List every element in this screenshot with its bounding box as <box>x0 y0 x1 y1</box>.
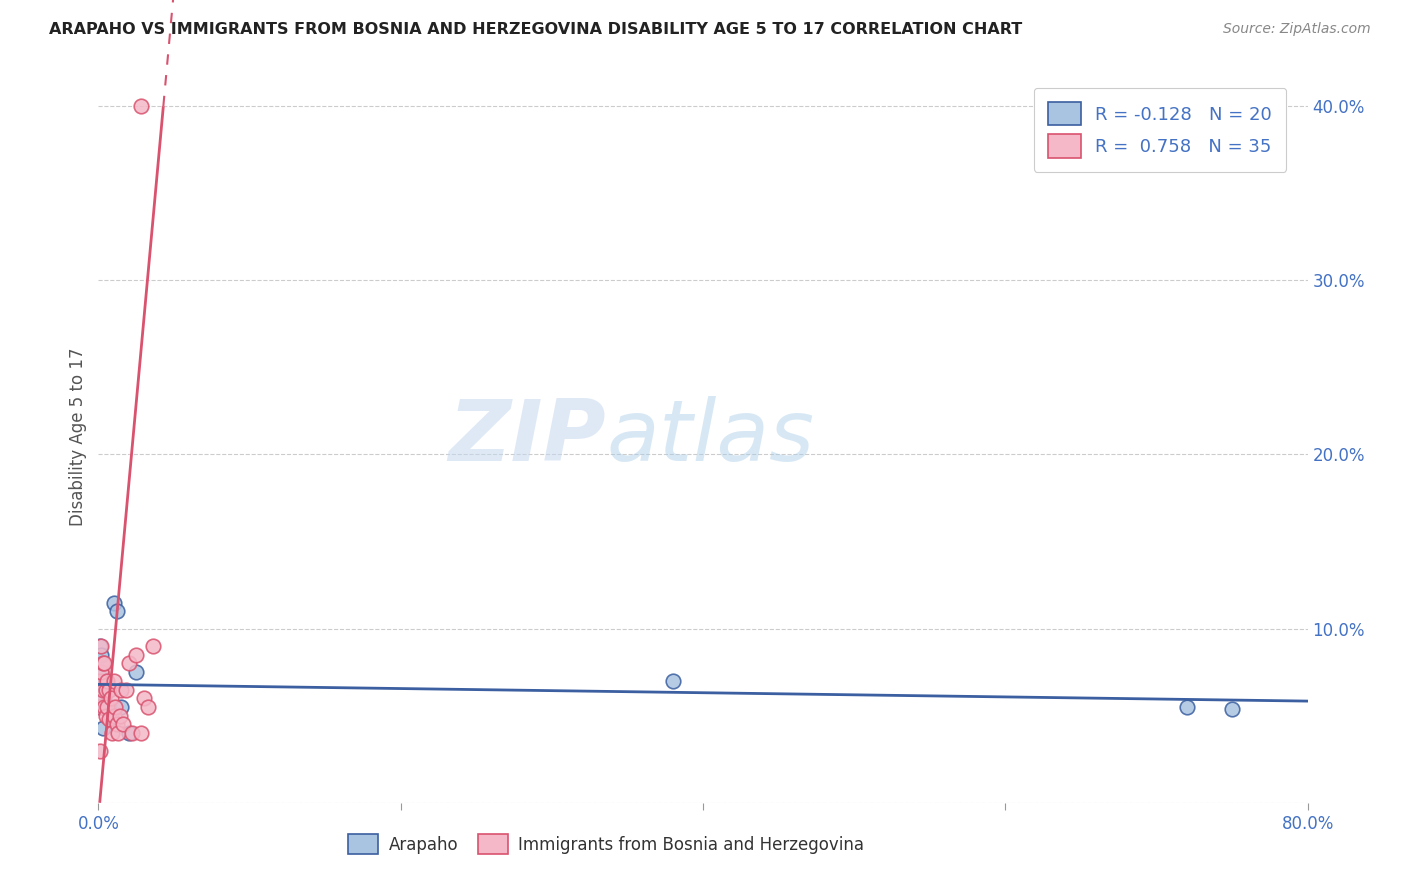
Point <box>118 726 141 740</box>
Point <box>93 691 115 706</box>
Text: atlas: atlas <box>606 395 814 479</box>
Point <box>125 665 148 680</box>
Point <box>90 639 112 653</box>
Point <box>91 677 114 691</box>
Point <box>105 604 128 618</box>
Point <box>107 726 129 740</box>
Point <box>129 726 152 740</box>
Point <box>105 717 128 731</box>
Point <box>89 639 111 653</box>
Point <box>125 648 148 662</box>
Point <box>96 673 118 688</box>
Point <box>94 708 117 723</box>
Point <box>94 673 117 688</box>
Point <box>108 708 131 723</box>
Point <box>91 657 114 671</box>
Point <box>100 691 122 706</box>
Point <box>98 712 121 726</box>
Point <box>136 700 159 714</box>
Point <box>90 665 112 680</box>
Point <box>1175 700 1198 714</box>
Point <box>121 726 143 740</box>
Point <box>98 700 121 714</box>
Point <box>1220 702 1243 716</box>
Point <box>661 673 683 688</box>
Point <box>129 99 152 113</box>
Text: ZIP: ZIP <box>449 395 606 479</box>
Point <box>103 673 125 688</box>
Point <box>104 700 127 714</box>
Point <box>91 700 114 714</box>
Point <box>110 700 132 714</box>
Point <box>103 708 125 723</box>
Point <box>101 726 124 740</box>
Point <box>118 657 141 671</box>
Point <box>89 700 111 714</box>
Point <box>90 665 112 680</box>
Point <box>89 743 111 757</box>
Point <box>90 691 112 706</box>
Point <box>103 595 125 609</box>
Point <box>91 721 114 735</box>
Point <box>94 682 117 697</box>
Point <box>142 639 165 653</box>
Point <box>93 700 115 714</box>
Point <box>100 708 122 723</box>
Point <box>91 682 114 697</box>
Point <box>132 691 155 706</box>
Text: ARAPAHO VS IMMIGRANTS FROM BOSNIA AND HERZEGOVINA DISABILITY AGE 5 TO 17 CORRELA: ARAPAHO VS IMMIGRANTS FROM BOSNIA AND HE… <box>49 22 1022 37</box>
Point <box>110 682 132 697</box>
Point <box>89 700 111 714</box>
Text: Source: ZipAtlas.com: Source: ZipAtlas.com <box>1223 22 1371 37</box>
Point <box>114 682 136 697</box>
Point <box>98 682 121 697</box>
Point <box>89 673 111 688</box>
Point <box>90 648 112 662</box>
Point <box>96 682 118 697</box>
Legend: Arapaho, Immigrants from Bosnia and Herzegovina: Arapaho, Immigrants from Bosnia and Herz… <box>342 828 870 860</box>
Point <box>93 657 115 671</box>
Y-axis label: Disability Age 5 to 17: Disability Age 5 to 17 <box>69 348 87 526</box>
Point <box>96 700 118 714</box>
Point <box>111 717 134 731</box>
